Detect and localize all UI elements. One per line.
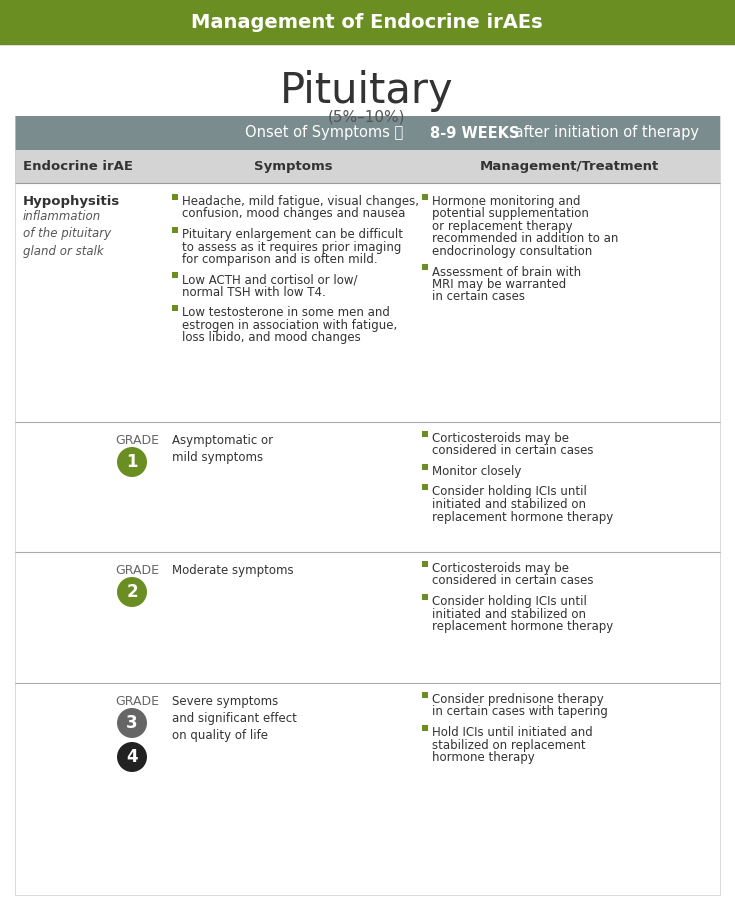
- Text: recommended in addition to an: recommended in addition to an: [432, 232, 618, 245]
- Text: confusion, mood changes and nausea: confusion, mood changes and nausea: [182, 208, 406, 221]
- Text: initiated and stabilized on: initiated and stabilized on: [432, 498, 586, 511]
- Circle shape: [117, 742, 147, 772]
- Text: Management/Treatment: Management/Treatment: [479, 160, 659, 173]
- Bar: [422, 464, 428, 469]
- Text: 2: 2: [126, 583, 137, 601]
- Text: 4: 4: [126, 748, 137, 766]
- Text: Monitor closely: Monitor closely: [432, 465, 521, 478]
- Bar: [15, 116, 720, 150]
- Text: Headache, mild fatigue, visual changes,: Headache, mild fatigue, visual changes,: [182, 195, 419, 208]
- Bar: [172, 272, 178, 278]
- Text: in certain cases with tapering: in certain cases with tapering: [432, 705, 608, 718]
- Text: loss libido, and mood changes: loss libido, and mood changes: [182, 331, 361, 345]
- Circle shape: [117, 447, 147, 477]
- Circle shape: [117, 577, 147, 607]
- Text: endocrinology consultation: endocrinology consultation: [432, 245, 592, 258]
- Text: considered in certain cases: considered in certain cases: [432, 575, 593, 587]
- Bar: [422, 430, 428, 436]
- Text: 3: 3: [126, 714, 137, 732]
- Bar: [172, 227, 178, 232]
- Text: Asymptomatic or
mild symptoms: Asymptomatic or mild symptoms: [172, 434, 273, 464]
- Text: after initiation of therapy: after initiation of therapy: [510, 125, 699, 141]
- Bar: [422, 484, 428, 490]
- Text: Low ACTH and cortisol or low/: Low ACTH and cortisol or low/: [182, 274, 357, 286]
- Text: hormone therapy: hormone therapy: [432, 751, 535, 764]
- Text: Management of Endocrine irAEs: Management of Endocrine irAEs: [191, 13, 543, 32]
- Text: in certain cases: in certain cases: [432, 290, 525, 304]
- Text: replacement hormone therapy: replacement hormone therapy: [432, 620, 613, 633]
- Text: Endocrine irAE: Endocrine irAE: [23, 160, 133, 173]
- Bar: [0, 0, 735, 45]
- Text: Corticosteroids may be: Corticosteroids may be: [432, 432, 569, 445]
- Text: Consider holding ICIs until: Consider holding ICIs until: [432, 486, 587, 499]
- Text: considered in certain cases: considered in certain cases: [432, 445, 593, 458]
- Text: 8-9 WEEKS: 8-9 WEEKS: [430, 125, 520, 141]
- Text: 1: 1: [126, 453, 137, 471]
- Circle shape: [117, 708, 147, 738]
- Bar: [172, 193, 178, 199]
- Text: Consider holding ICIs until: Consider holding ICIs until: [432, 595, 587, 608]
- Text: (5%–10%): (5%–10%): [329, 110, 406, 125]
- Text: Hold ICIs until initiated and: Hold ICIs until initiated and: [432, 726, 592, 739]
- Text: potential supplementation: potential supplementation: [432, 208, 589, 221]
- Text: estrogen in association with fatigue,: estrogen in association with fatigue,: [182, 319, 397, 332]
- Text: GRADE: GRADE: [115, 564, 159, 577]
- Bar: [422, 264, 428, 270]
- Text: inflammation
of the pituitary
gland or stalk: inflammation of the pituitary gland or s…: [23, 210, 111, 258]
- Bar: [422, 692, 428, 697]
- Text: MRI may be warranted: MRI may be warranted: [432, 278, 566, 291]
- Text: Severe symptoms
and significant effect
on quality of life: Severe symptoms and significant effect o…: [172, 695, 297, 742]
- Text: stabilized on replacement: stabilized on replacement: [432, 738, 586, 751]
- Text: normal TSH with low T4.: normal TSH with low T4.: [182, 286, 326, 299]
- Bar: [172, 305, 178, 311]
- Text: for comparison and is often mild.: for comparison and is often mild.: [182, 253, 378, 266]
- Text: to assess as it requires prior imaging: to assess as it requires prior imaging: [182, 241, 401, 253]
- Text: GRADE: GRADE: [115, 434, 159, 447]
- Text: initiated and stabilized on: initiated and stabilized on: [432, 608, 586, 620]
- Bar: [422, 561, 428, 566]
- Text: Hypophysitis: Hypophysitis: [23, 195, 121, 208]
- Text: Consider prednisone therapy: Consider prednisone therapy: [432, 693, 603, 706]
- Text: Assessment of brain with: Assessment of brain with: [432, 265, 581, 278]
- Text: GRADE: GRADE: [115, 695, 159, 708]
- Text: or replacement therapy: or replacement therapy: [432, 220, 573, 233]
- Text: replacement hormone therapy: replacement hormone therapy: [432, 511, 613, 523]
- Text: Low testosterone in some men and: Low testosterone in some men and: [182, 307, 390, 319]
- Bar: [422, 594, 428, 599]
- Text: Pituitary enlargement can be difficult: Pituitary enlargement can be difficult: [182, 228, 403, 241]
- Text: Hormone monitoring and: Hormone monitoring and: [432, 195, 581, 208]
- Text: Symptoms: Symptoms: [254, 160, 332, 173]
- Text: Corticosteroids may be: Corticosteroids may be: [432, 562, 569, 575]
- Text: Moderate symptoms: Moderate symptoms: [172, 564, 293, 577]
- Bar: [15, 150, 720, 183]
- Bar: [422, 193, 428, 199]
- Bar: [422, 725, 428, 730]
- Text: Pituitary: Pituitary: [280, 70, 453, 112]
- Text: Onset of Symptoms ⏱: Onset of Symptoms ⏱: [245, 125, 408, 141]
